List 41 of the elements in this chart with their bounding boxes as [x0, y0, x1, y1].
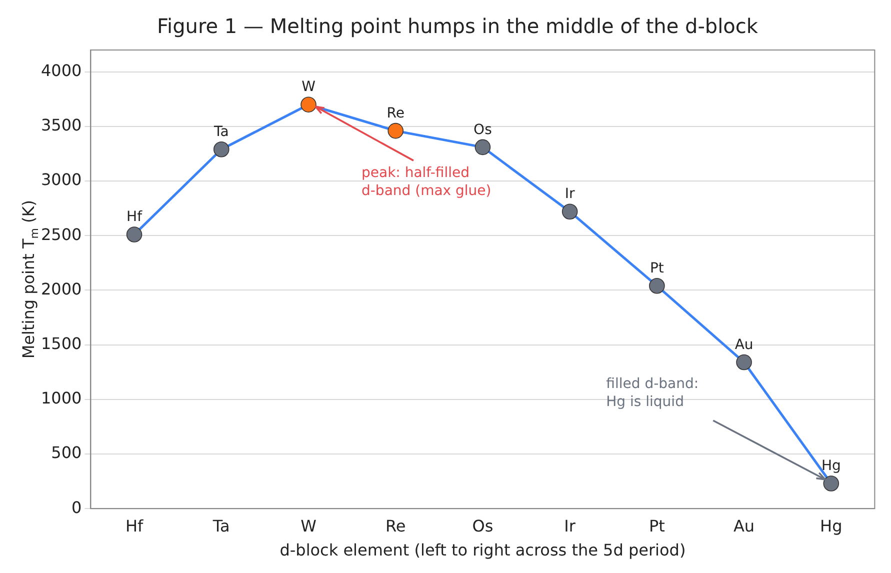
data-label: Hg	[821, 458, 841, 474]
data-label: Au	[734, 336, 754, 353]
y-axis-title: Melting point Tm (K)	[19, 200, 41, 359]
x-tick-label: Hg	[820, 516, 842, 536]
x-tick-label: Au	[733, 516, 755, 536]
y-tick-label: 4000	[41, 60, 82, 80]
point	[562, 204, 578, 220]
y-tick-label: 2000	[41, 279, 82, 298]
x-tick-label: Ir	[564, 516, 576, 536]
point	[300, 96, 316, 112]
x-tick-label: Ta	[212, 516, 230, 536]
x-axis-title: d-block element (left to right across the 5d period)	[280, 540, 686, 560]
annotation: filled d-band: Hg is liquid	[606, 376, 699, 410]
x-tick-label: Os	[472, 516, 494, 536]
point	[823, 476, 840, 492]
x-tick-label: Pt	[648, 516, 665, 536]
point	[388, 122, 404, 139]
y-tick-label: 1500	[41, 334, 82, 353]
data-label: Ir	[564, 186, 575, 202]
x-tick-label: Hf	[125, 516, 144, 536]
data-label: W	[302, 79, 316, 96]
y-tick-label: 3000	[41, 170, 82, 190]
data-label: Pt	[650, 260, 664, 276]
point	[736, 354, 752, 370]
data-label: Re	[386, 105, 404, 122]
chart-title: Figure 1 — Melting point humps in the middle of the d-block	[157, 14, 758, 38]
data-label: Os	[474, 122, 492, 138]
point	[126, 226, 142, 242]
annotation: peak: half-filled d-band (max glue)	[361, 165, 492, 200]
point	[474, 139, 491, 156]
x-tick-label: W	[300, 516, 317, 536]
x-tick-label: Re	[385, 516, 406, 536]
point	[213, 141, 230, 158]
y-tick-label: 1000	[41, 388, 82, 408]
y-tick-label: 0	[72, 498, 82, 517]
data-label: Ta	[212, 124, 229, 140]
y-tick-label: 3500	[41, 116, 82, 135]
data-label: Hf	[126, 209, 144, 226]
point	[649, 278, 665, 294]
y-tick-label: 2500	[41, 224, 82, 244]
y-tick-label: 500	[51, 443, 82, 462]
